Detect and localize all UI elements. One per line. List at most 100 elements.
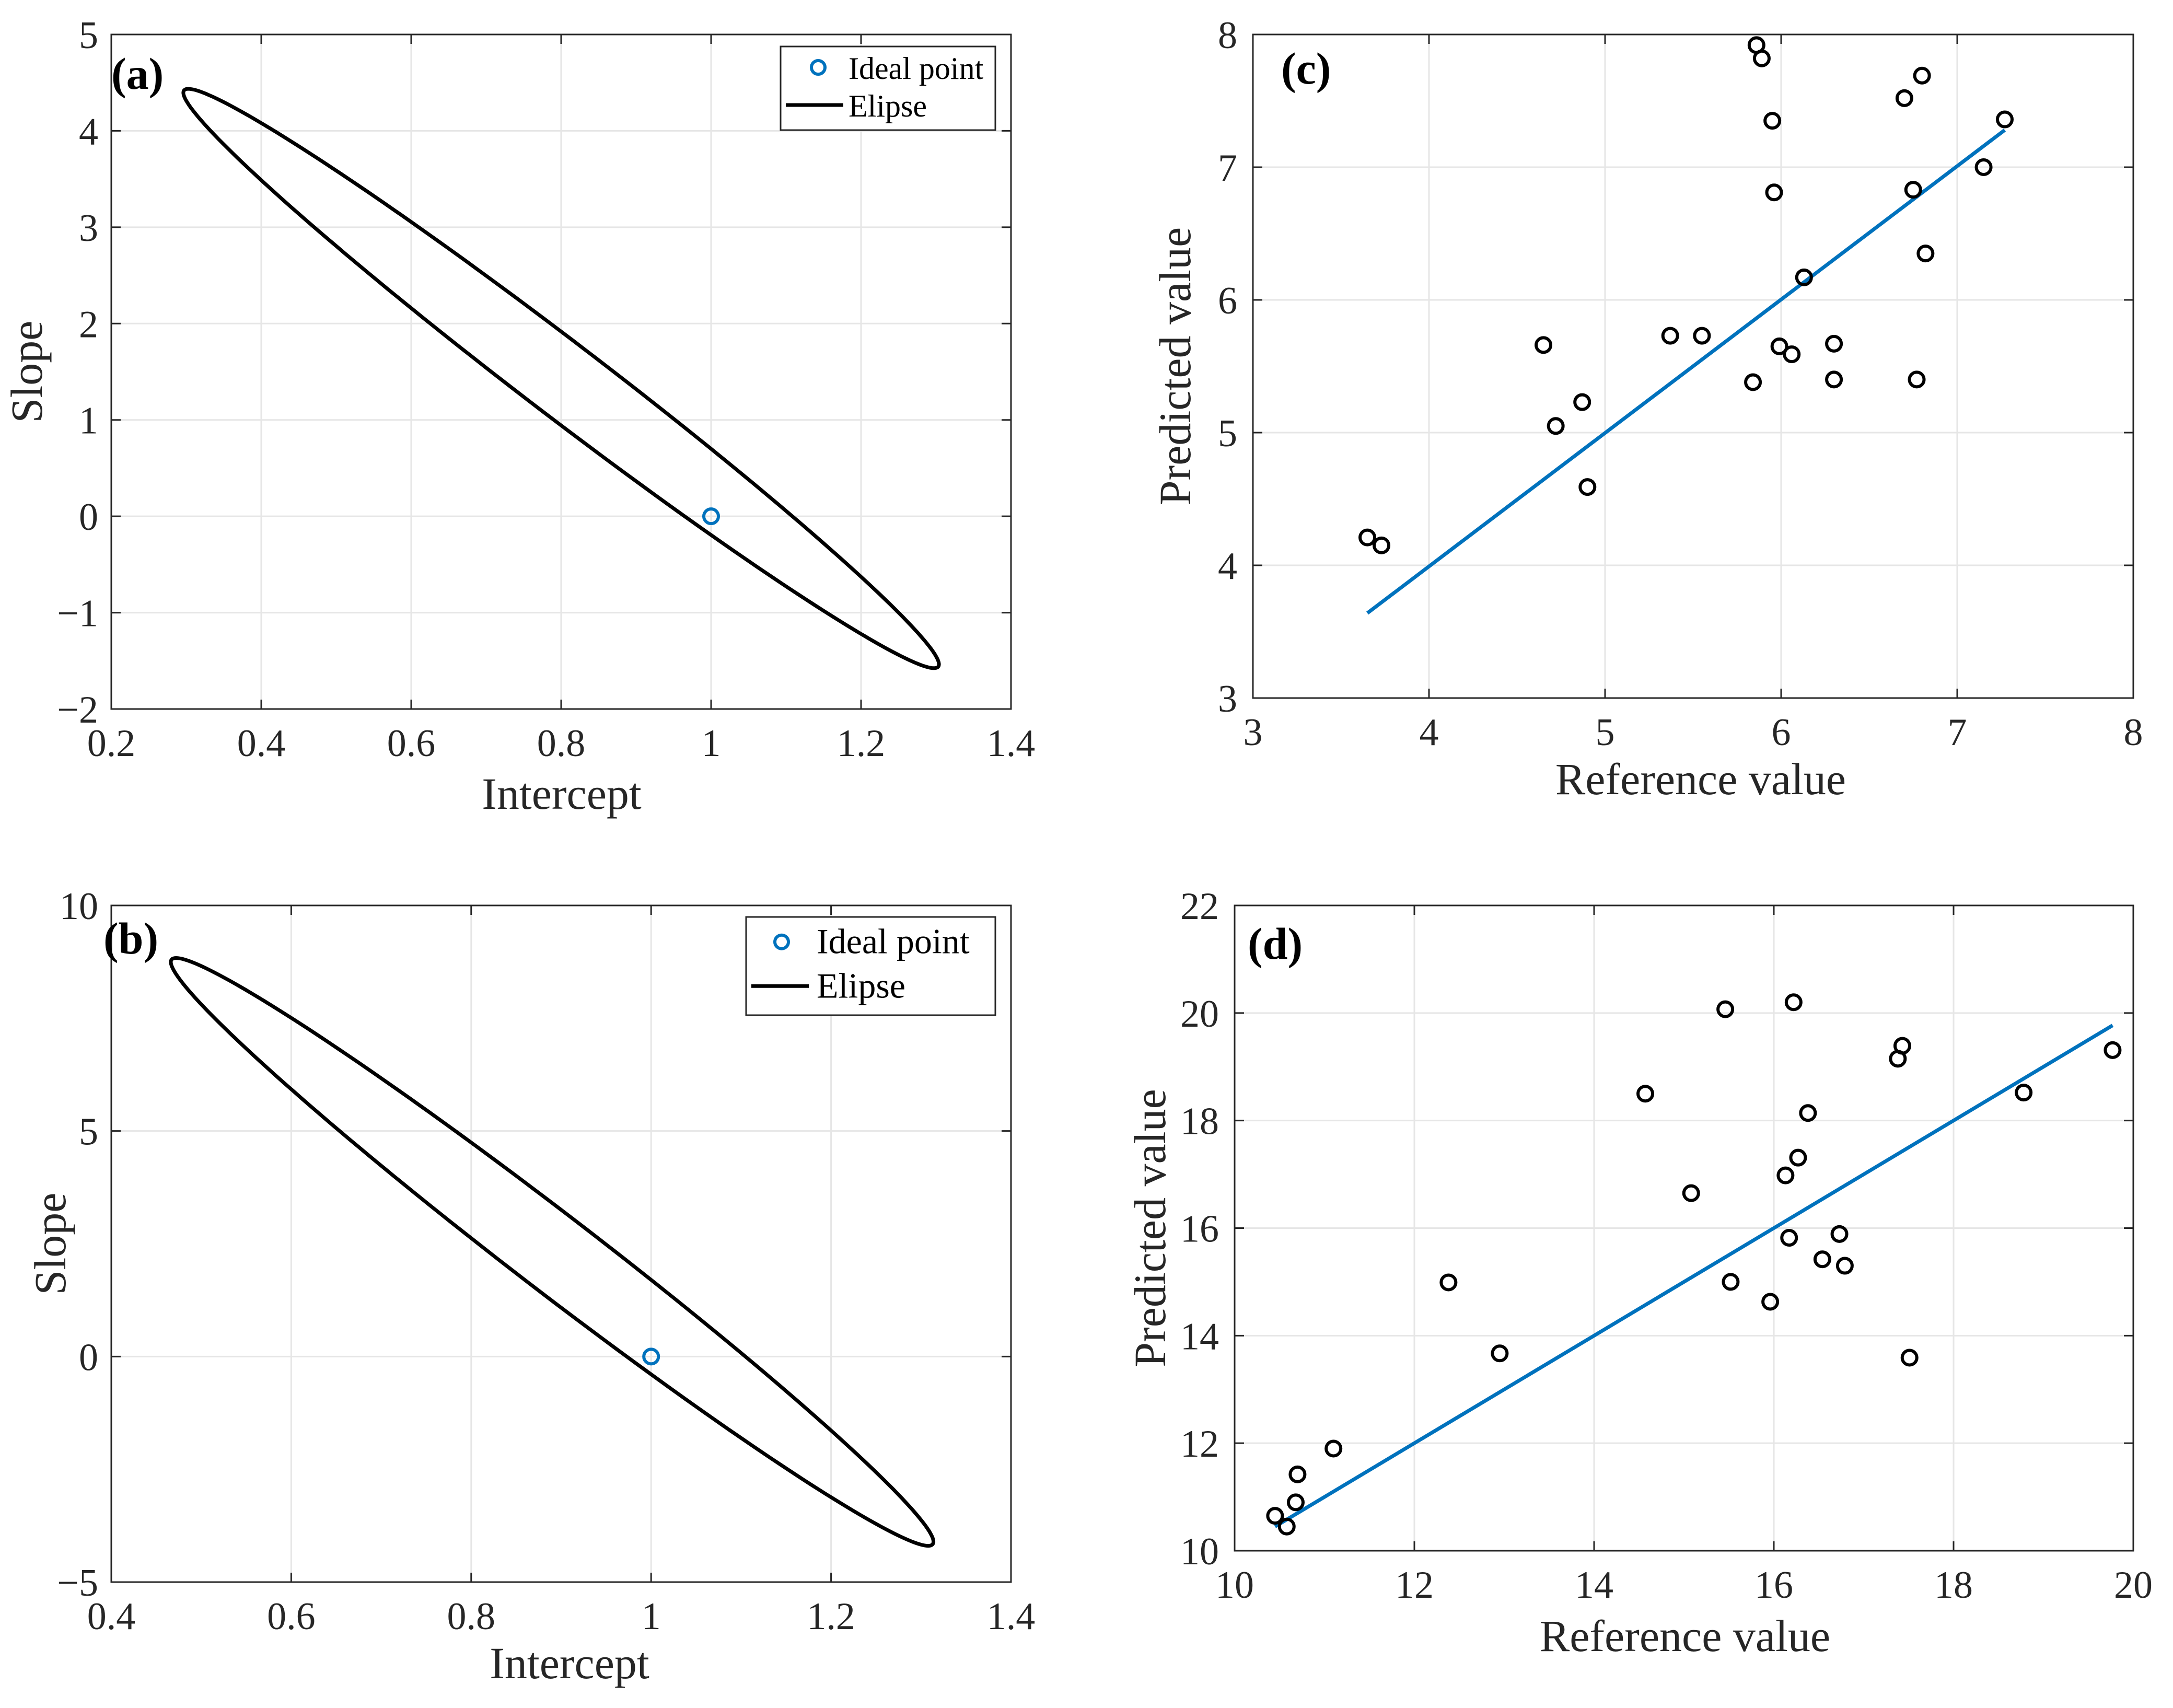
scatter-point [1770,337,1788,355]
scatter-point [1491,1344,1509,1363]
scatter-point [1578,478,1597,496]
y-tick-label: 8 [1218,14,1237,57]
x-tick-label: 1.4 [987,1595,1036,1638]
scatter-point [1547,417,1565,435]
y-tick-label: 6 [1218,280,1237,322]
x-tick-label: 1.2 [837,722,886,765]
x-tick-label: 8 [2124,711,2143,754]
x-axis-label: Reference value [1555,754,1846,804]
scatter-point [1776,1166,1795,1184]
panel-b: 0.4 0.6 0.8 1 1.2 1.4 −5 0 5 10 Intercept Slope (b) I… [25,885,1035,1688]
scatter-point [1780,1229,1798,1247]
scatter-point [1277,1517,1296,1536]
x-axis-label: Reference value [1540,1611,1830,1661]
legend-box [745,916,996,1016]
axes-frame [110,904,1012,1583]
x-tick-label: 4 [1420,711,1439,754]
x-tick-label: 1 [702,722,721,765]
panel-label: (d) [1248,919,1303,969]
x-tick-label: 18 [1934,1564,1973,1607]
legend-label-ideal-point: Ideal point [817,922,970,961]
scatter-point [1900,1349,1919,1367]
scatter-point [1835,1257,1854,1275]
x-tick-label: 0.8 [537,722,586,765]
x-axis-label: Intercept [490,1638,649,1688]
scatter-point [2104,1041,2122,1059]
scatter-point [1813,1250,1831,1269]
legend-label-ideal-point: Ideal point [849,51,984,86]
y-tick-label: 1 [79,400,98,443]
x-tick-label: 3 [1244,711,1263,754]
y-tick-label: 7 [1218,147,1237,190]
scatter-point [1825,370,1843,389]
scatter-point [1722,1273,1740,1291]
scatter-point [1288,1465,1307,1483]
scatter-point [1439,1273,1458,1292]
y-axis-label: Slope [2,321,52,423]
x-tick-label: 5 [1596,711,1615,754]
scatter-point [1573,393,1591,411]
scatter-point [1682,1184,1700,1202]
scatter-point [1913,66,1931,85]
scatter-point [2015,1084,2033,1102]
y-tick-label: 2 [79,303,98,346]
scatter-point [1693,327,1711,345]
y-tick-label: 3 [79,207,98,250]
y-axis-label: Slope [25,1193,75,1295]
x-tick-label: 16 [1754,1564,1793,1607]
x-tick-label: 0.6 [387,722,436,765]
y-tick-label: 0 [79,496,98,539]
scatter-point [1373,536,1391,554]
y-tick-label: 5 [1218,412,1237,455]
y-tick-label: 10 [60,885,98,928]
confidence-ellipse [181,87,941,670]
scatter-point [1995,110,2014,129]
panel-a: 0.2 0.4 0.6 0.8 1 1.2 1.4 −2 −1 0 1 2 3 4 5 Intercept Sl… [2,14,1035,819]
panel-d: 10 12 14 16 18 20 10 12 14 16 18 20 22 Reference valu… [1125,885,2153,1661]
scatter-point [1636,1085,1655,1103]
x-tick-label: 7 [1948,711,1967,754]
x-tick-label: 1 [642,1595,661,1638]
y-axis-label: Predicted value [1150,227,1200,506]
confidence-ellipse [169,956,936,1548]
scatter-point [1716,1000,1735,1018]
scatter-point [1744,373,1762,391]
x-tick-label: 0.4 [87,1595,136,1638]
plot-area [111,905,1011,1582]
scatter-point [1789,1148,1807,1167]
x-tick-label: 0.4 [237,722,286,765]
y-tick-label: 4 [1218,545,1237,588]
panel-c: 3 4 5 6 7 8 3 4 5 6 7 8 Reference value Predicted val… [1150,14,2143,804]
scatter-point [1765,183,1783,202]
scatter-point [1830,1225,1849,1243]
y-tick-label: 18 [1180,1100,1219,1143]
scatter-point [1893,1037,1911,1055]
scatter-point [1904,181,1922,199]
scatter-point [1795,268,1813,286]
y-axis-label: Predicted value [1125,1089,1175,1367]
legend-label-ellipse: Elipse [817,966,905,1005]
scatter-point [1763,112,1782,130]
x-tick-label: 12 [1395,1564,1434,1607]
y-tick-label: 10 [1180,1530,1219,1573]
fit-line [1274,1024,2114,1528]
scatter-point [1974,158,1993,176]
y-tick-label: −5 [57,1562,98,1605]
legend-label-ellipse: Elipse [849,89,927,123]
scatter-point [1661,327,1679,345]
scatter-point [1358,528,1377,547]
scatter-point [1783,345,1801,364]
scatter-point [1266,1507,1284,1525]
y-tick-label: 22 [1180,885,1219,928]
x-tick-label: 0.8 [447,1595,496,1638]
scatter-point [1825,334,1843,353]
fit-line [1366,129,2006,615]
scatter-point [1895,89,1913,107]
y-tick-label: 5 [79,14,98,57]
scatter-point [1916,245,1935,263]
x-tick-label: 20 [2114,1564,2153,1607]
y-tick-label: 3 [1218,678,1237,721]
scatter-point [1799,1104,1817,1122]
y-tick-label: 14 [1180,1315,1219,1358]
